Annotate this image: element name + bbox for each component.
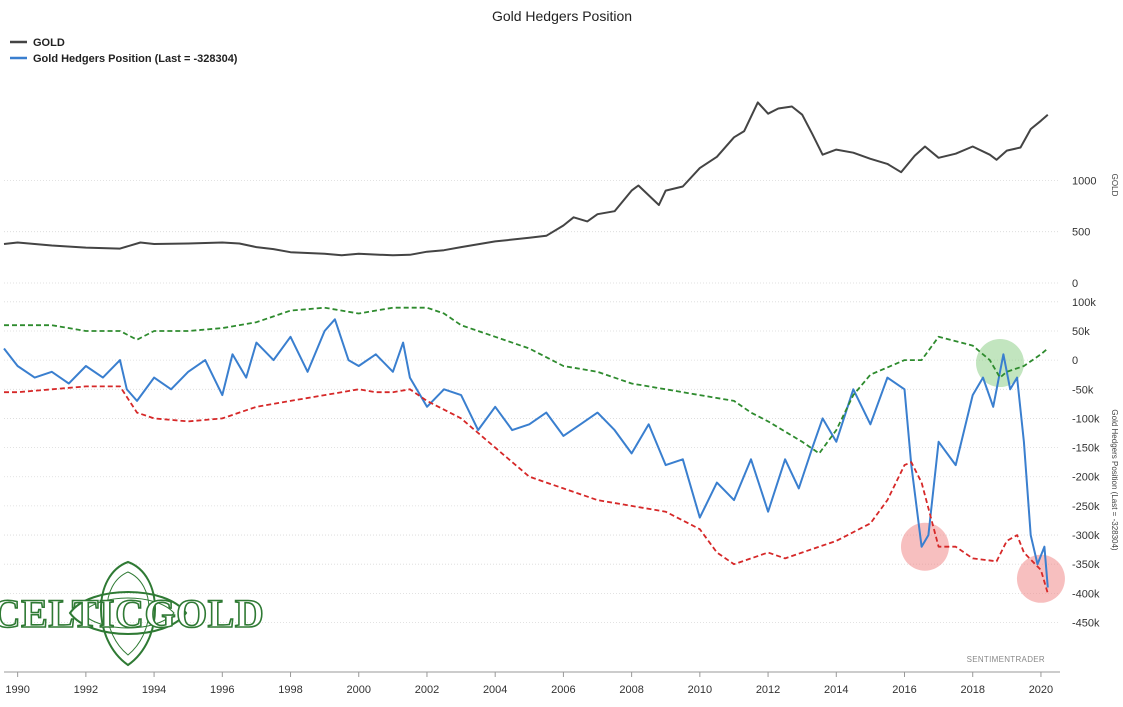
logo-wordmark: CELTICGOLD bbox=[0, 591, 264, 636]
x-tick-label: 2000 bbox=[347, 684, 371, 696]
x-tick-label: 1990 bbox=[5, 684, 29, 696]
y-tick-label: 1000 bbox=[1072, 175, 1096, 187]
y-tick-label: 50k bbox=[1072, 326, 1090, 338]
y-tick-label: 0 bbox=[1072, 278, 1078, 290]
annotation-layer bbox=[900, 339, 1065, 603]
gold-axis-title: GOLD bbox=[1110, 174, 1119, 197]
axis-layer: 0 500 1000 100k 50k 0 -50k -100k -150k -200k -250k… bbox=[4, 175, 1100, 696]
y-tick-label: -100k bbox=[1072, 413, 1100, 425]
x-tick-label: 1998 bbox=[278, 684, 302, 696]
series-line-lower_band bbox=[4, 385, 1049, 594]
hedgers-axis-title: Gold Hedgers Position (Last = -328304) bbox=[1110, 409, 1119, 551]
y-tick-label: 500 bbox=[1072, 227, 1090, 239]
y-tick-label: -250k bbox=[1072, 501, 1100, 513]
legend: GOLD Gold Hedgers Position (Last = -3283… bbox=[10, 37, 238, 65]
series-line-hedgers bbox=[3, 318, 1049, 588]
series-line-gold bbox=[3, 101, 1049, 257]
legend-label-hedgers[interactable]: Gold Hedgers Position (Last = -328304) bbox=[33, 53, 238, 65]
y-tick-label: -200k bbox=[1072, 472, 1100, 484]
x-tick-label: 2020 bbox=[1029, 684, 1053, 696]
x-tick-label: 1996 bbox=[210, 684, 234, 696]
x-tick-label: 2014 bbox=[824, 684, 848, 696]
x-tick-label: 2018 bbox=[960, 684, 984, 696]
y-tick-label: -350k bbox=[1072, 559, 1100, 571]
x-tick-label: 2002 bbox=[415, 684, 439, 696]
series-layer bbox=[3, 101, 1049, 594]
y-tick-label: -50k bbox=[1072, 384, 1094, 396]
highlight-circle bbox=[900, 522, 949, 571]
x-tick-label: 2010 bbox=[688, 684, 712, 696]
y-tick-label: 100k bbox=[1072, 297, 1096, 309]
chart-title: Gold Hedgers Position bbox=[492, 8, 632, 24]
y-tick-label: -450k bbox=[1072, 618, 1100, 630]
y-tick-label: -400k bbox=[1072, 588, 1100, 600]
x-tick-label: 2006 bbox=[551, 684, 575, 696]
y-tick-label: 0 bbox=[1072, 355, 1078, 367]
x-tick-label: 2008 bbox=[619, 684, 643, 696]
x-tick-label: 2004 bbox=[483, 684, 507, 696]
grid-layer bbox=[4, 179, 1058, 623]
highlight-circle bbox=[1016, 554, 1065, 603]
highlight-circle bbox=[976, 339, 1025, 388]
x-tick-label: 1994 bbox=[142, 684, 166, 696]
x-tick-label: 1992 bbox=[74, 684, 98, 696]
x-tick-label: 2016 bbox=[892, 684, 916, 696]
watermark: SENTIMENTRADER bbox=[967, 655, 1045, 664]
celtic-knot-icon bbox=[68, 560, 188, 667]
y-tick-label: -300k bbox=[1072, 530, 1100, 542]
x-tick-label: 2012 bbox=[756, 684, 780, 696]
series-line-upper_band bbox=[4, 306, 1049, 455]
y-tick-label: -150k bbox=[1072, 443, 1100, 455]
celticgold-logo: CELTICGOLD bbox=[0, 560, 265, 667]
legend-label-gold[interactable]: GOLD bbox=[33, 37, 65, 49]
